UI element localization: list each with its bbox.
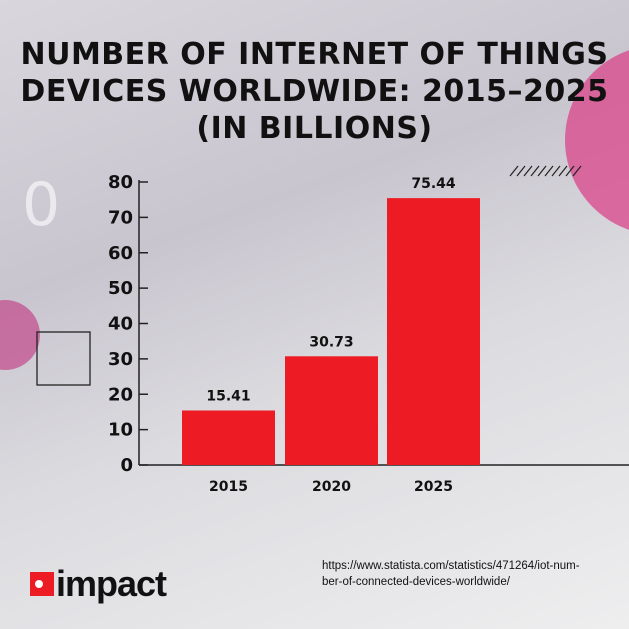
logo-text: impact [56, 563, 167, 604]
y-tick-label: 80 [108, 172, 133, 193]
y-tick-label: 0 [120, 455, 133, 476]
y-tick-label: 30 [108, 349, 133, 370]
y-tick-label: 70 [108, 207, 133, 228]
source-link[interactable]: https://www.statista.com/statistics/4712… [322, 558, 602, 590]
decorative-half-circle [0, 300, 40, 370]
y-tick-label: 50 [108, 278, 133, 299]
x-tick-label: 2015 [209, 479, 248, 495]
source-line-2: ber-of-connected-devices-worldwide/ [322, 576, 510, 588]
y-tick-label: 20 [108, 384, 133, 405]
y-tick-label: 60 [108, 243, 133, 264]
bar-2015 [182, 410, 275, 465]
decorative-square [36, 331, 91, 386]
chart-title: NUMBER OF INTERNET OF THINGS DEVICES WOR… [20, 37, 609, 146]
decorative-zero: 0 [22, 170, 60, 240]
decorative-circle [565, 50, 629, 230]
bar-2025 [387, 198, 480, 466]
bar-2020 [285, 356, 378, 465]
y-tick-label: 40 [108, 314, 133, 335]
source-line-1: https://www.statista.com/statistics/4712… [322, 560, 580, 572]
x-tick-label: 2020 [312, 479, 351, 495]
impact-logo: impact [30, 563, 167, 604]
decorative-hatch [509, 165, 582, 177]
data-label: 30.73 [309, 334, 353, 350]
logo-mark-icon [30, 572, 54, 596]
x-tick-label: 2025 [414, 479, 453, 495]
data-label: 15.41 [206, 388, 250, 404]
data-label: 75.44 [411, 176, 456, 192]
y-tick-label: 10 [108, 420, 133, 441]
plot-area: 0 10 20 30 40 50 60 70 80 15.41 2015 30.73 2020 75.44… [108, 172, 629, 495]
